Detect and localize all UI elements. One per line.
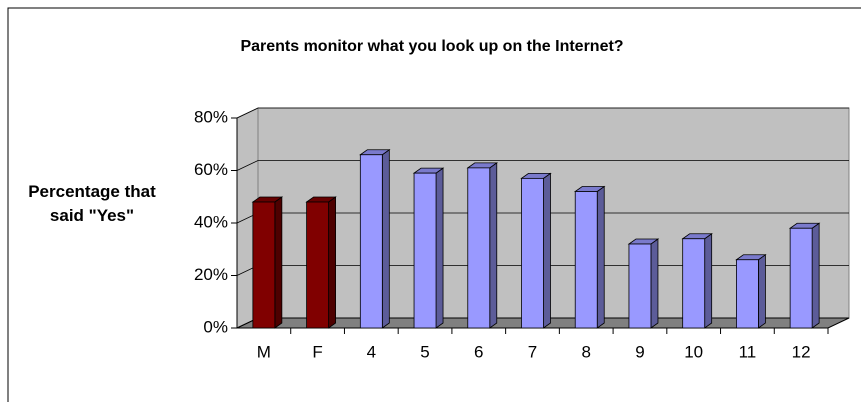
- x-tick-label: 7: [528, 342, 537, 361]
- y-axis-label: Percentage that said "Yes": [28, 182, 156, 225]
- bar: [359, 154, 383, 329]
- bar: [736, 259, 759, 329]
- bar: [789, 227, 813, 329]
- bar: [252, 201, 276, 329]
- x-tick-label: F: [312, 342, 322, 361]
- x-tick-label: 9: [635, 342, 644, 361]
- bar: [628, 243, 652, 329]
- bar: [413, 172, 437, 329]
- bar-side: [811, 222, 820, 329]
- chart-title: Parents monitor what you look up on the …: [240, 38, 623, 55]
- bar: [467, 167, 491, 329]
- bar: [306, 201, 329, 329]
- bar-side: [543, 172, 551, 329]
- bar-side: [704, 232, 713, 329]
- x-tick-label: 10: [684, 342, 703, 361]
- x-tick-label: 5: [420, 342, 429, 361]
- grid-line: [236, 107, 849, 119]
- bar-side: [274, 196, 283, 329]
- bar: [521, 177, 544, 329]
- x-tick-label: 12: [792, 342, 811, 361]
- bar: [682, 238, 706, 329]
- bar: [574, 191, 598, 329]
- bar-side: [328, 196, 336, 329]
- x-tick-label: 11: [739, 342, 757, 361]
- x-tick-label: M: [257, 342, 271, 361]
- bar-side: [381, 148, 390, 329]
- bar-side: [596, 185, 605, 329]
- bar-side: [650, 238, 659, 329]
- y-tick-label: 80%: [194, 107, 228, 126]
- y-tick-label: 20%: [194, 265, 228, 284]
- y-tick-label: 60%: [194, 160, 228, 179]
- x-tick-label: 8: [581, 342, 590, 361]
- grid-line: [236, 160, 849, 171]
- bar-side: [758, 253, 766, 329]
- bar-side: [435, 167, 444, 329]
- x-tick-label: 4: [367, 342, 376, 361]
- y-tick-label: 40%: [194, 212, 228, 231]
- x-tick-label: 6: [474, 342, 483, 361]
- y-tick-label: 0%: [203, 317, 228, 336]
- bar-side: [489, 162, 498, 329]
